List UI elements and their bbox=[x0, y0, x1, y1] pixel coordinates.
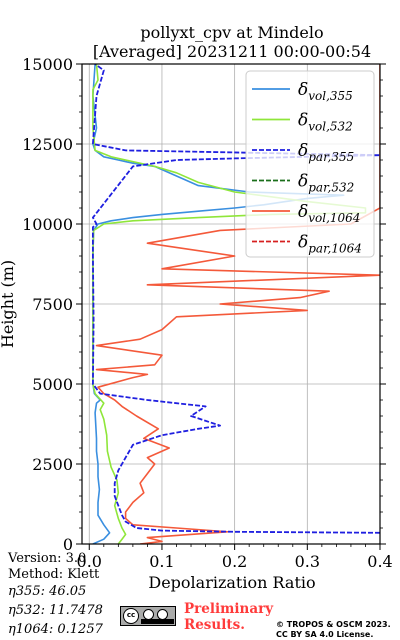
eta355-text: η355: 46.05 bbox=[8, 584, 87, 599]
preliminary-line1: Preliminary bbox=[184, 601, 274, 617]
legend-entry: δpar,532 bbox=[298, 172, 354, 195]
x-axis-label: Depolarization Ratio bbox=[148, 573, 315, 592]
series-line-vol-1064 bbox=[95, 64, 380, 544]
version-text: Version: 3.0 bbox=[8, 551, 87, 566]
y-tick-label: 7500 bbox=[32, 295, 73, 314]
x-tick-label: 0.1 bbox=[149, 552, 174, 571]
eta1064-text: η1064: 0.1257 bbox=[8, 622, 103, 637]
cc-badge-text: cc bbox=[123, 608, 139, 624]
eta532-text: η532: 11.7478 bbox=[8, 603, 103, 618]
y-tick-label: 12500 bbox=[22, 135, 73, 154]
y-tick-label: 10000 bbox=[22, 215, 73, 234]
license-line1: © TROPOS & OSCM 2023. bbox=[276, 620, 391, 629]
legend-entry: δvol,532 bbox=[298, 111, 353, 134]
method-text: Method: Klett bbox=[8, 567, 100, 582]
series-layer bbox=[92, 64, 380, 544]
legend-entry: δpar,355 bbox=[298, 141, 354, 164]
chart-title-line2: [Averaged] 20231211 00:00-00:54 bbox=[93, 42, 371, 61]
legend-entry: δpar,1064 bbox=[298, 233, 362, 256]
chart-title-line1: pollyxt_cpv at Mindelo bbox=[140, 23, 323, 42]
y-tick-label: 5000 bbox=[32, 375, 73, 394]
license-line2: CC BY SA 4.0 License. bbox=[276, 630, 374, 639]
license-text: © TROPOS & OSCM 2023. CC BY SA 4.0 Licen… bbox=[276, 620, 391, 640]
cc-by-sa-icon: cc bbox=[120, 606, 176, 626]
legend-entry: δvol,355 bbox=[298, 80, 353, 103]
x-tick-label: 0.4 bbox=[367, 552, 392, 571]
series-line-vol-355 bbox=[92, 64, 345, 544]
legend-entry: δvol,1064 bbox=[298, 202, 360, 225]
y-tick-label: 2500 bbox=[32, 455, 73, 474]
series-line-par-355 bbox=[92, 64, 380, 534]
x-tick-label: 0.0 bbox=[77, 552, 102, 571]
preliminary-results-text: Preliminary Results. bbox=[184, 601, 273, 633]
x-tick-label: 0.2 bbox=[222, 552, 247, 571]
preliminary-line2: Results. bbox=[184, 617, 245, 633]
y-tick-label: 0 bbox=[63, 535, 73, 554]
y-axis-label: Height (m) bbox=[0, 260, 17, 348]
y-tick-label: 15000 bbox=[22, 55, 73, 74]
ticks: 0.0 0.1 0.2 0.3 0.4 0 2500 5000 7500 10000 12500 15… bbox=[22, 55, 393, 571]
x-tick-label: 0.3 bbox=[295, 552, 320, 571]
legend: δvol,355 δvol,532 δpar,355 δpar,532 δvol,106… bbox=[245, 70, 375, 258]
